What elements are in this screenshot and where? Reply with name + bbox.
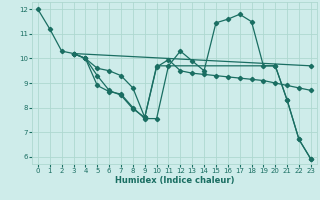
X-axis label: Humidex (Indice chaleur): Humidex (Indice chaleur) [115, 176, 234, 185]
